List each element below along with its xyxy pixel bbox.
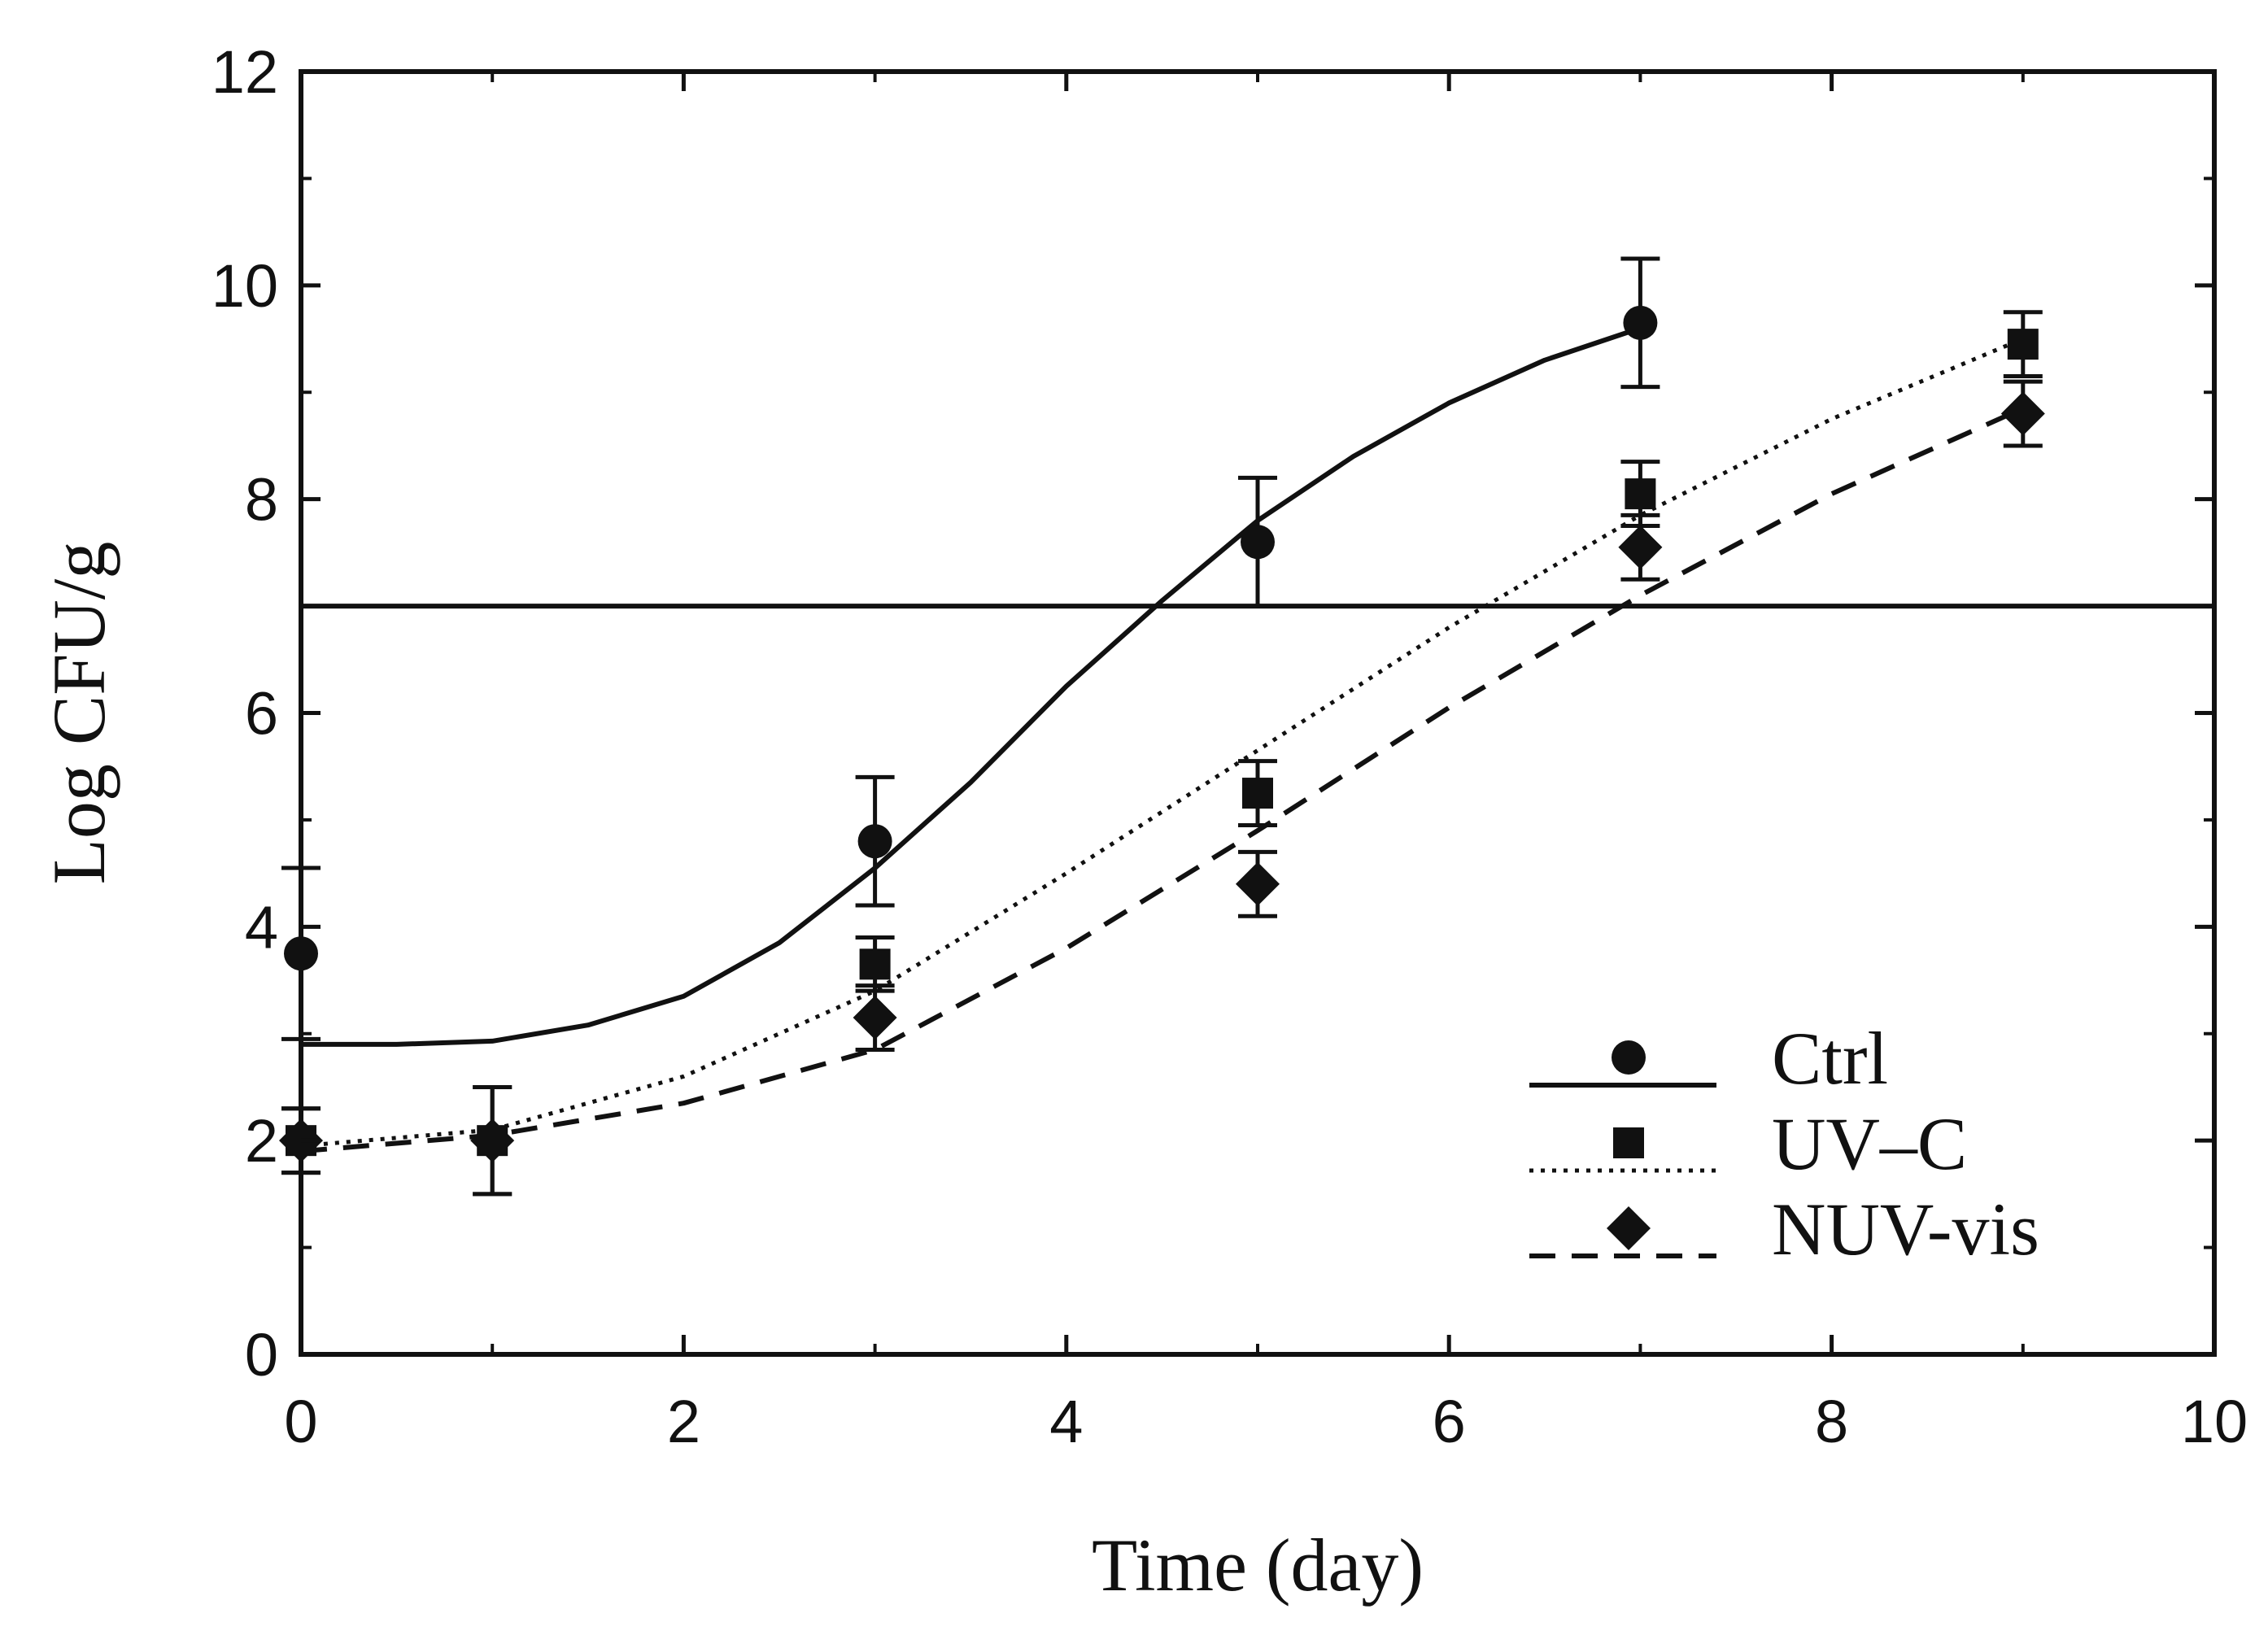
y-tick-label: 0 (245, 1321, 278, 1389)
y-tick-label: 12 (212, 38, 278, 106)
legend-label-uv-c: UV–C (1772, 1102, 1967, 1185)
data-point-nuv-vis (470, 1118, 515, 1163)
x-tick-label: 0 (284, 1388, 317, 1455)
data-point-ctrl (1623, 305, 1658, 340)
y-axis-title: Log CFU/g (37, 542, 120, 885)
fit-line-ctrl (301, 325, 1642, 1047)
data-point-uv-c (2007, 329, 2039, 360)
fit-lines-layer (300, 325, 2025, 1154)
data-point-uv-c (1242, 778, 1273, 809)
data-point-nuv-vis (1236, 861, 1280, 906)
legend-marker-nuv-vis (1607, 1206, 1651, 1250)
legend-marker-ctrl (1612, 1040, 1646, 1075)
data-point-nuv-vis (2000, 391, 2045, 436)
data-point-ctrl (857, 824, 892, 859)
y-tick-label: 6 (245, 680, 278, 748)
data-point-ctrl (1241, 525, 1275, 560)
x-tick-label: 6 (1433, 1388, 1466, 1455)
data-point-uv-c (1625, 478, 1656, 510)
fit-line-uv-c (300, 337, 2024, 1149)
x-tick-label: 8 (1815, 1388, 1848, 1455)
data-point-nuv-vis (853, 996, 897, 1040)
y-tick-label: 10 (212, 252, 278, 320)
x-tick-label: 2 (667, 1388, 700, 1455)
x-tick-label: 4 (1049, 1388, 1083, 1455)
fit-line-nuv-vis (300, 406, 2025, 1154)
y-tick-label: 2 (245, 1107, 278, 1175)
y-tick-label: 4 (245, 893, 278, 961)
y-tick-label: 8 (245, 466, 278, 534)
legend-label-nuv-vis: NUV-vis (1772, 1188, 2039, 1271)
x-axis-title: Time (day) (1092, 1524, 1424, 1607)
legend-label-ctrl: Ctrl (1772, 1017, 1888, 1100)
data-point-uv-c (859, 948, 891, 980)
x-tick-label: 10 (2181, 1388, 2248, 1455)
data-point-nuv-vis (1618, 525, 1663, 569)
legend-marker-uv-c (1613, 1127, 1644, 1158)
axis-ticks-layer: 0 2 4 6 8 10 0 2 4 6 8 10 12 (212, 38, 2248, 1455)
